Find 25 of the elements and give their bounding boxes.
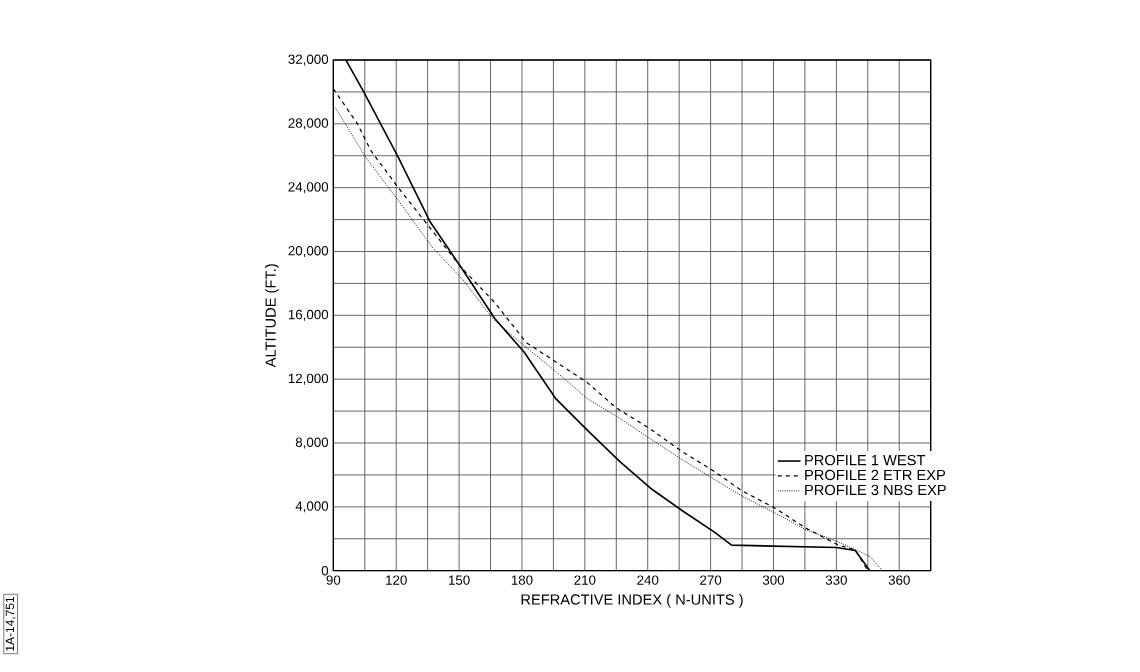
x-tick-label: 210 xyxy=(574,575,596,585)
y-tick-label: 4,000 xyxy=(295,501,329,513)
x-tick-label: 120 xyxy=(386,575,407,585)
x-axis-title: REFRACTIVE INDEX ( N-UNITS ) xyxy=(521,593,743,608)
y-tick-label: 32,000 xyxy=(288,54,329,66)
y-tick-label: 28,000 xyxy=(288,118,329,130)
y-tick-label: 8,000 xyxy=(295,437,329,449)
text: 1A-14,751 xyxy=(5,596,16,651)
x-tick-label: 270 xyxy=(700,575,722,585)
x-tick-label: 360 xyxy=(888,575,910,585)
x-tick-label: 300 xyxy=(762,575,785,585)
y-tick-label: 16,000 xyxy=(288,309,329,321)
x-tick-label: 180 xyxy=(511,575,533,585)
y-tick-label: 20,000 xyxy=(288,245,329,258)
y-axis-title: ALTITUDE (FT.) xyxy=(265,264,279,368)
x-tick-label: 330 xyxy=(825,575,847,585)
legend-label: PROFILE 3 NBS EXP xyxy=(805,484,946,496)
y-tick-label: 24,000 xyxy=(288,182,329,194)
legend-label: PROFILE 1 WEST xyxy=(805,454,926,466)
x-tick-label: 240 xyxy=(637,575,659,585)
y-tick-label: 0 xyxy=(321,565,329,576)
x-tick-label: 150 xyxy=(448,575,470,585)
x-tick-label: 90 xyxy=(326,575,341,585)
y-tick-label: 12,000 xyxy=(288,373,329,385)
legend-label: PROFILE 2 ETR EXP xyxy=(805,469,946,481)
